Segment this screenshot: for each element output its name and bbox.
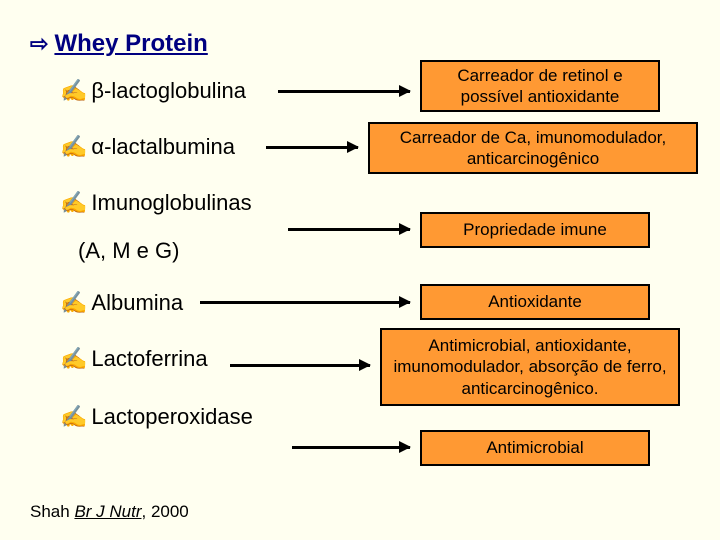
item-label: Lactoperoxidase <box>91 404 252 430</box>
desc-text: Antioxidante <box>488 291 582 312</box>
item-label: Lactoferrina <box>91 346 207 372</box>
desc-text: Antimicrobial, antioxidante, imunomodula… <box>390 335 670 399</box>
hand-icon: ✍ <box>60 346 87 372</box>
desc-box-lactoferrina: Antimicrobial, antioxidante, imunomodula… <box>380 328 680 406</box>
citation-rest: , 2000 <box>142 502 189 521</box>
desc-box-beta-lactoglobulina: Carreador de retinol e possível antioxid… <box>420 60 660 112</box>
desc-text: Carreador de Ca, imunomodulador, anticar… <box>378 127 688 170</box>
item-label: β-lactoglobulina <box>91 78 246 104</box>
protein-item-imunoglobulinas: ✍ Imunoglobulinas <box>60 190 252 216</box>
hand-icon: ✍ <box>60 290 87 316</box>
desc-box-albumina: Antioxidante <box>420 284 650 320</box>
protein-item-beta-lactoglobulina: ✍ β-lactoglobulina <box>60 78 246 104</box>
hand-icon: ✍ <box>60 190 87 216</box>
connector-arrow <box>292 446 410 449</box>
title-text: Whey Protein <box>54 30 207 58</box>
connector-arrow <box>266 146 358 149</box>
connector-arrow <box>200 301 410 304</box>
desc-box-lactoperoxidase: Antimicrobial <box>420 430 650 466</box>
protein-item-albumina: ✍ Albumina <box>60 290 183 316</box>
arrow-right-icon: ⇨ <box>30 31 48 57</box>
desc-text: Propriedade imune <box>463 219 607 240</box>
item-label: Albumina <box>91 290 183 316</box>
item-label: Imunoglobulinas <box>91 190 251 216</box>
citation-journal: Br J Nutr <box>74 502 141 521</box>
hand-icon: ✍ <box>60 134 87 160</box>
protein-item-alpha-lactalbumina: ✍ α-lactalbumina <box>60 134 235 160</box>
hand-icon: ✍ <box>60 404 87 430</box>
citation-author: Shah <box>30 502 74 521</box>
desc-text: Carreador de retinol e possível antioxid… <box>430 65 650 108</box>
protein-item-lactoperoxidase: ✍ Lactoperoxidase <box>60 404 253 430</box>
connector-arrow <box>288 228 410 231</box>
protein-item-lactoferrina: ✍ Lactoferrina <box>60 346 208 372</box>
desc-box-imunoglobulinas: Propriedade imune <box>420 212 650 248</box>
desc-box-alpha-lactalbumina: Carreador de Ca, imunomodulador, anticar… <box>368 122 698 174</box>
imunoglobulinas-subtypes: (A, M e G) <box>78 238 179 264</box>
desc-text: Antimicrobial <box>486 437 583 458</box>
connector-arrow <box>230 364 370 367</box>
hand-icon: ✍ <box>60 78 87 104</box>
connector-arrow <box>278 90 410 93</box>
citation: Shah Br J Nutr, 2000 <box>30 502 189 522</box>
item-label: α-lactalbumina <box>91 134 235 160</box>
slide-title: ⇨ Whey Protein <box>30 30 208 58</box>
